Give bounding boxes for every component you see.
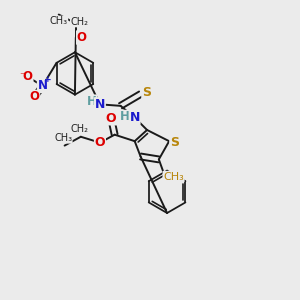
Text: CH₃: CH₃ — [54, 133, 72, 143]
Text: CH₂: CH₂ — [70, 124, 88, 134]
Text: O: O — [106, 112, 116, 125]
Text: CH₃: CH₃ — [163, 172, 184, 182]
Text: S: S — [170, 136, 179, 149]
Text: N: N — [130, 111, 140, 124]
Text: N: N — [95, 98, 105, 111]
Text: ⁻: ⁻ — [19, 71, 25, 81]
Text: +: + — [44, 75, 52, 84]
Text: S: S — [142, 86, 151, 99]
Text: O: O — [23, 70, 33, 83]
Text: O: O — [94, 136, 105, 149]
Text: O: O — [77, 31, 87, 44]
Text: N: N — [38, 79, 47, 92]
Text: H: H — [87, 95, 97, 108]
Text: CH₃: CH₃ — [50, 16, 68, 26]
Text: H: H — [120, 110, 130, 123]
Text: CH₂: CH₂ — [70, 17, 88, 27]
Text: O: O — [30, 91, 40, 103]
